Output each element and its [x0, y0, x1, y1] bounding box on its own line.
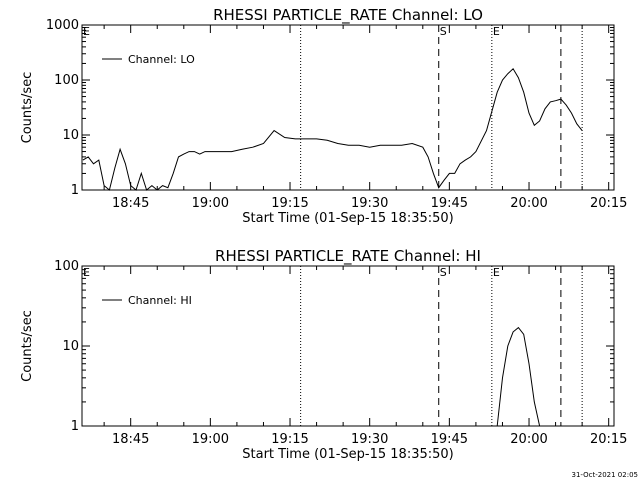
timestamp: 31-Oct-2021 02:05 — [571, 471, 638, 479]
x-tick-label: 20:15 — [590, 196, 627, 211]
legend-label: Channel: LO — [128, 53, 195, 66]
x-axis-label: Start Time (01-Sep-15 18:35:50) — [242, 447, 453, 462]
marker-label: E — [493, 266, 500, 279]
y-axis-label: Counts/sec — [20, 310, 35, 382]
x-tick-label: 19:45 — [431, 432, 468, 447]
chart-title: RHESSI PARTICLE_RATE Channel: LO — [213, 6, 483, 25]
y-tick-label: 100 — [54, 73, 79, 88]
corner-letter: E — [83, 25, 90, 38]
marker-label: S — [440, 25, 447, 38]
x-tick-label: 19:30 — [351, 196, 388, 211]
plot-frame — [81, 24, 615, 191]
x-tick-label: 20:15 — [590, 432, 627, 447]
x-axis-label: Start Time (01-Sep-15 18:35:50) — [242, 211, 453, 226]
x-tick-label: 20:00 — [510, 432, 547, 447]
x-tick-label: 19:45 — [431, 196, 468, 211]
legend-label: Channel: HI — [128, 294, 192, 307]
x-tick-label: 19:00 — [192, 196, 229, 211]
x-tick-label: 18:45 — [112, 196, 149, 211]
corner-letter: E — [83, 266, 90, 279]
y-tick-label: 10 — [62, 339, 79, 354]
y-tick-label: 1000 — [46, 18, 79, 33]
x-tick-label: 19:15 — [271, 196, 308, 211]
y-tick-label: 100 — [54, 259, 79, 274]
series-line — [496, 326, 541, 427]
x-tick-label: 19:00 — [192, 432, 229, 447]
y-tick-label: 10 — [62, 128, 79, 143]
x-tick-label: 18:45 — [112, 432, 149, 447]
y-tick-label: 1 — [71, 419, 79, 434]
x-tick-label: 20:00 — [510, 196, 547, 211]
y-axis-label: Counts/sec — [20, 72, 35, 144]
x-tick-label: 19:30 — [351, 432, 388, 447]
chart-title: RHESSI PARTICLE_RATE Channel: HI — [215, 247, 481, 266]
marker-label: E — [493, 25, 500, 38]
marker-label: S — [440, 266, 447, 279]
x-tick-label: 19:15 — [271, 432, 308, 447]
series-line — [82, 68, 583, 191]
y-tick-label: 1 — [71, 183, 79, 198]
